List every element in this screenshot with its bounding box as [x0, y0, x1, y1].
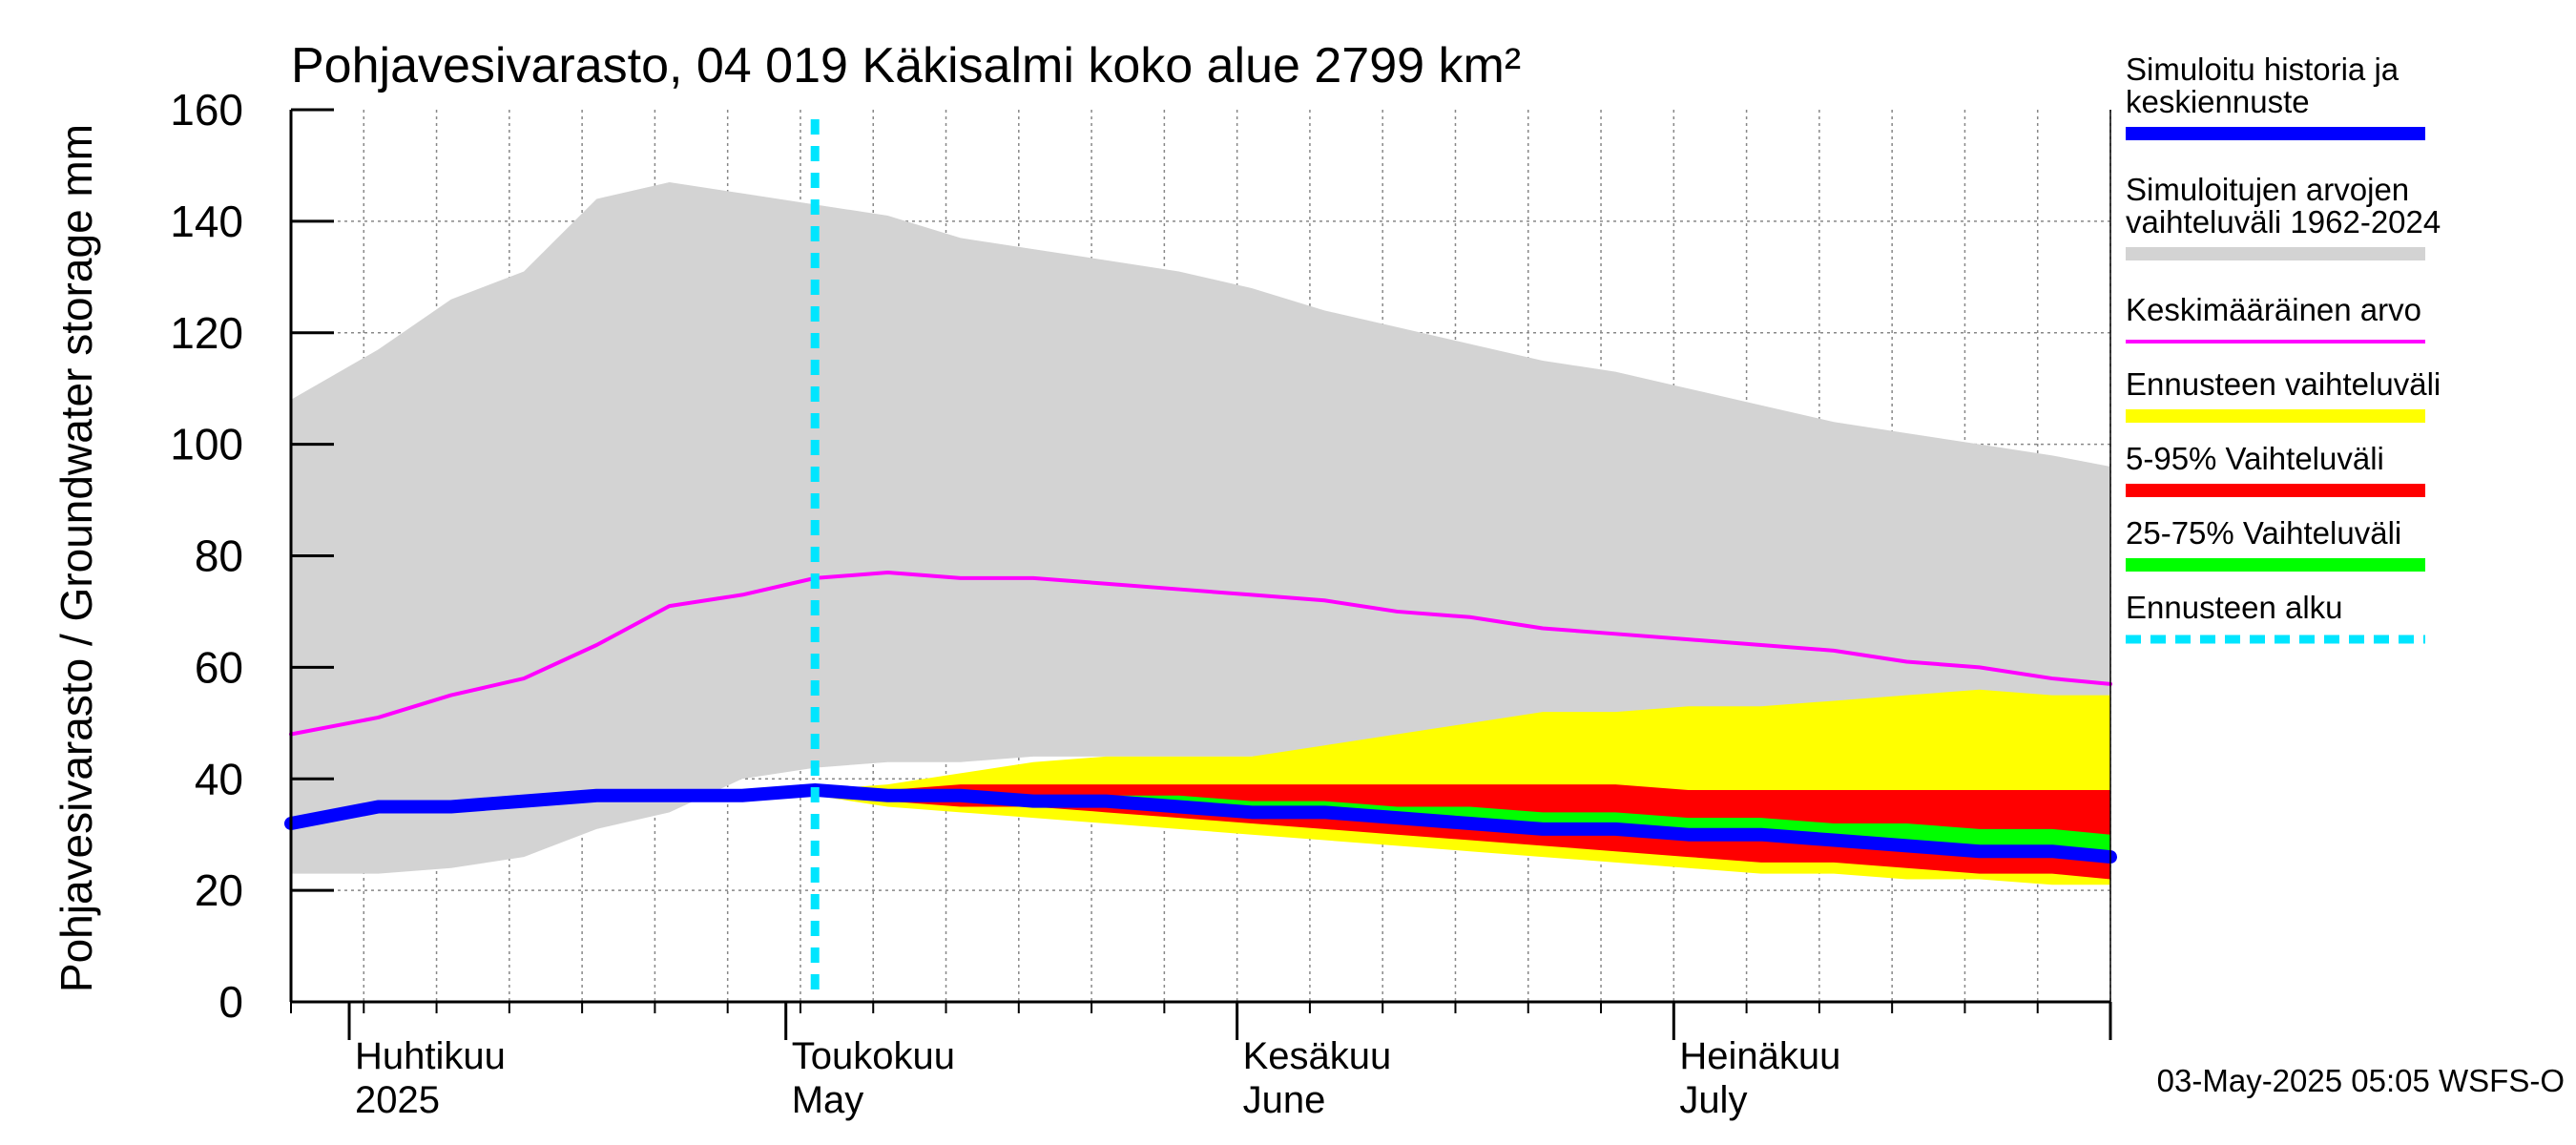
series-band-0 [291, 181, 2110, 874]
x-month-sublabel: June [1243, 1079, 1326, 1121]
x-month-sublabel: 2025 [355, 1079, 440, 1121]
legend-label-line2: keskiennuste [2126, 84, 2310, 119]
y-tick-label: 140 [170, 197, 243, 246]
y-tick-label: 60 [195, 642, 243, 692]
chart-title: Pohjavesivarasto, 04 019 Käkisalmi koko … [291, 38, 1521, 94]
x-month-label: Toukokuu [792, 1035, 955, 1077]
legend-label: 25-75% Vaihteluväli [2126, 515, 2401, 551]
legend-label: 5-95% Vaihteluväli [2126, 441, 2384, 476]
plot-area [284, 110, 2117, 1002]
y-tick-label: 20 [195, 865, 243, 915]
y-tick-label: 0 [218, 977, 243, 1027]
y-tick-label: 160 [170, 85, 243, 135]
y-axis-label: Pohjavesivarasto / Groundwater storage m… [52, 124, 101, 992]
legend-label-line2: vaihteluväli 1962-2024 [2126, 204, 2441, 239]
y-tick-label: 100 [170, 420, 243, 469]
series-line-5 [284, 782, 2117, 864]
footer-timestamp: 03-May-2025 05:05 WSFS-O [2157, 1063, 2565, 1098]
legend-label: Keskimääräinen arvo [2126, 292, 2421, 327]
y-tick-label: 80 [195, 531, 243, 581]
legend-label: Ennusteen vaihteluväli [2126, 366, 2441, 402]
x-month-sublabel: July [1679, 1079, 1747, 1121]
legend-label: Simuloitujen arvojen [2126, 172, 2409, 207]
x-month-label: Kesäkuu [1243, 1035, 1392, 1077]
y-tick-label: 120 [170, 308, 243, 358]
x-month-label: Heinäkuu [1679, 1035, 1840, 1077]
legend-label: Ennusteen alku [2126, 590, 2343, 625]
y-tick-label: 40 [195, 754, 243, 803]
x-month-label: Huhtikuu [355, 1035, 506, 1077]
legend-label: Simuloitu historia ja [2126, 52, 2399, 87]
x-month-sublabel: May [792, 1079, 864, 1121]
series-line-4 [289, 571, 2112, 737]
